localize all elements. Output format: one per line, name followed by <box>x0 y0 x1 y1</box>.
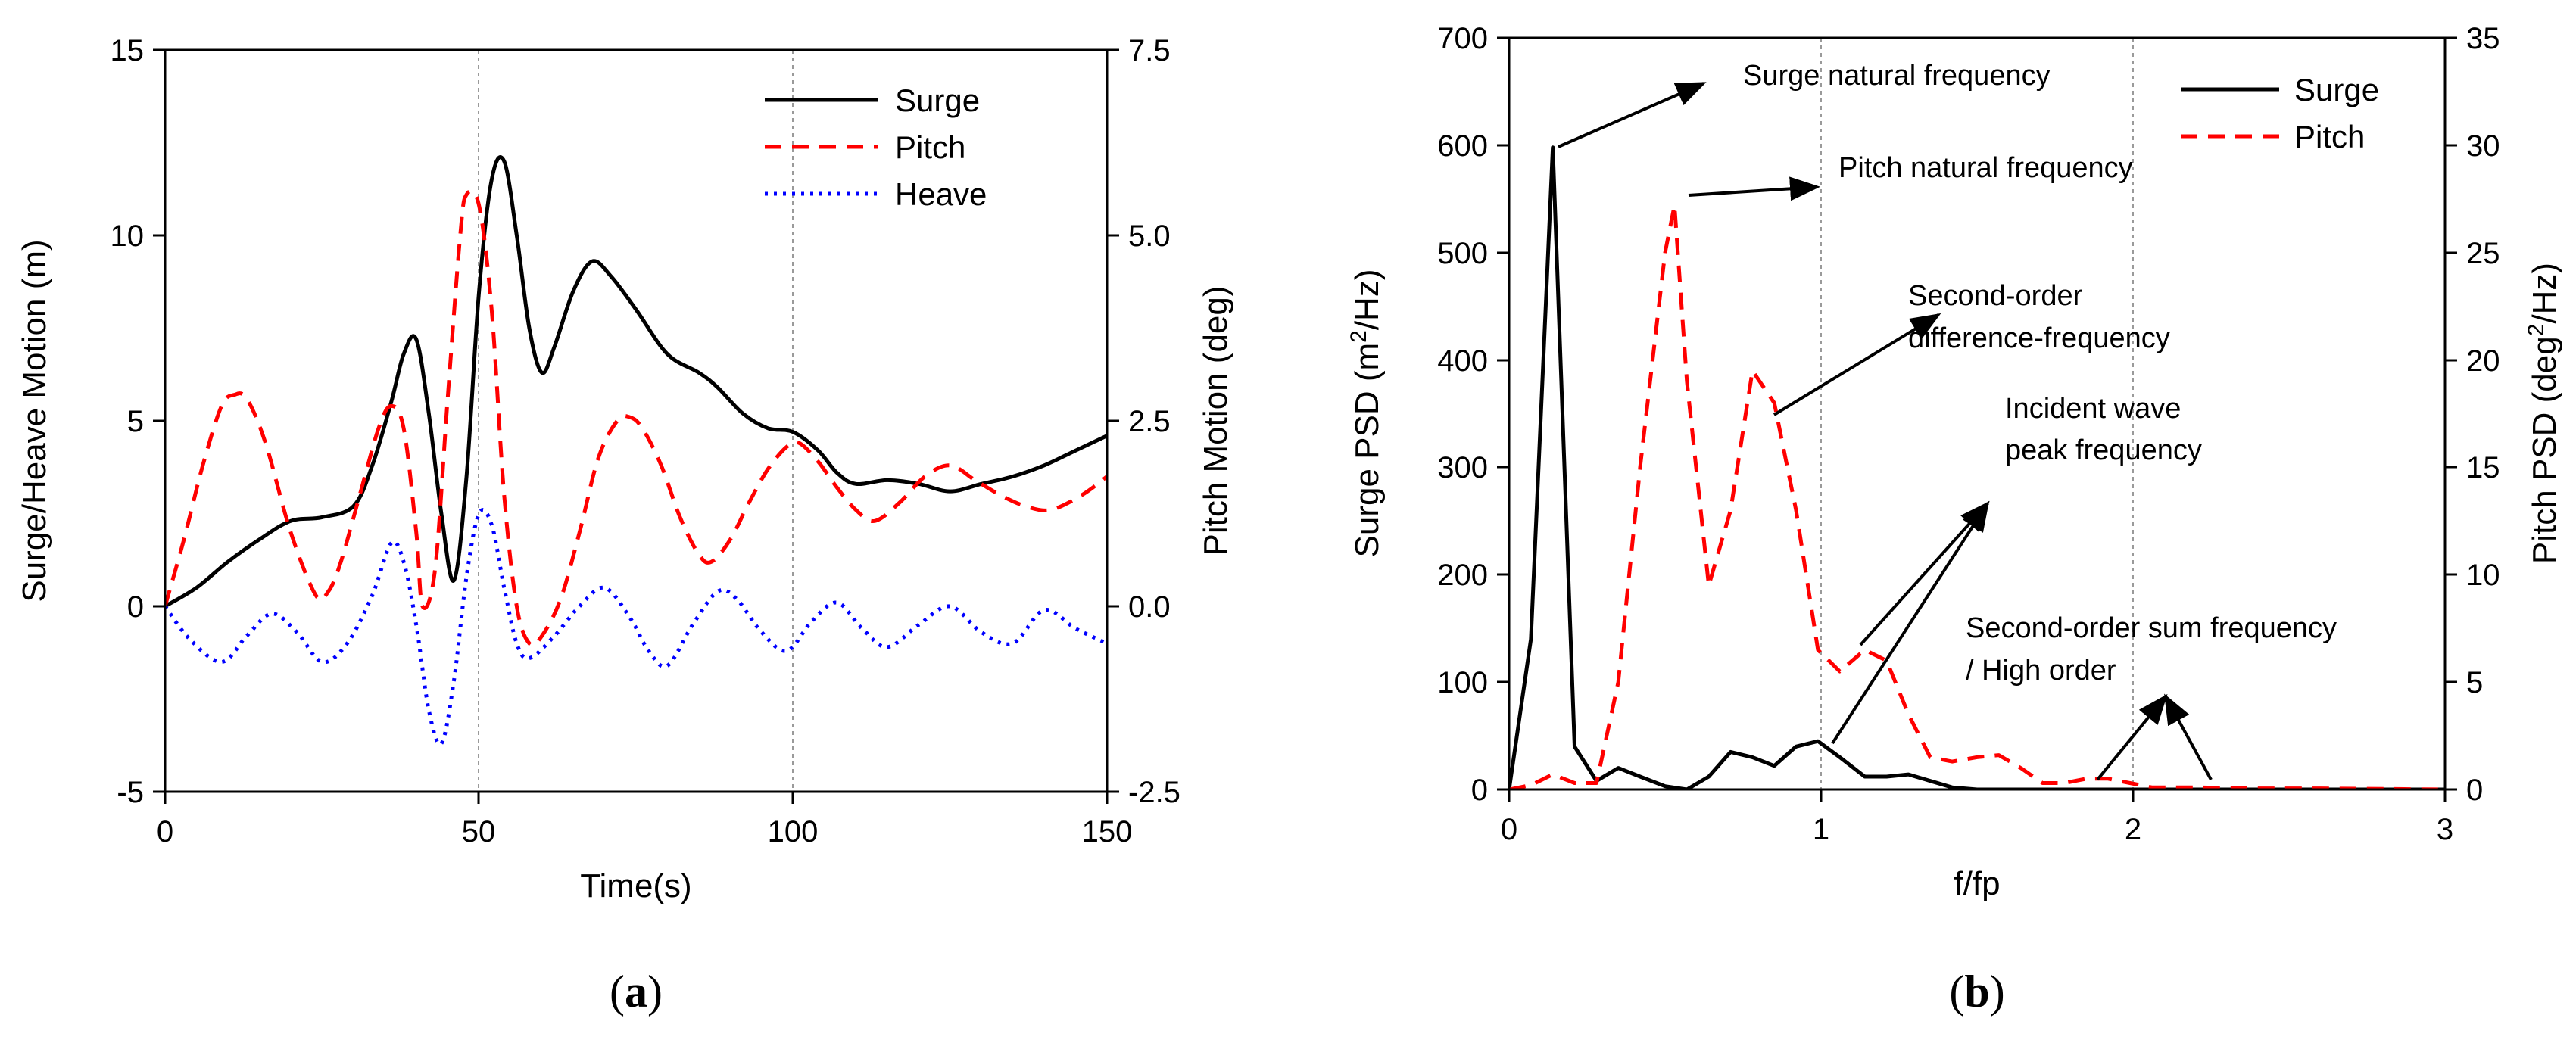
panel-b-series-surge <box>1509 145 2445 789</box>
panel-b-ytick-left: 0 <box>1471 774 1488 807</box>
legend-label-pitch: Pitch <box>2294 119 2365 154</box>
annotation-second-order-line1: Second-order <box>1908 280 2083 312</box>
panel-a-caption: (a) <box>610 967 663 1017</box>
panel-b-series-pitch <box>1509 203 2445 789</box>
panel-b-ytick-left: 700 <box>1437 22 1488 55</box>
annotation-incident-line2: peak frequency <box>2005 434 2202 466</box>
panel-b-ytick-right: 5 <box>2466 666 2483 699</box>
panel-b-xtick: 3 <box>2437 813 2453 846</box>
legend-label-surge: Surge <box>895 83 980 118</box>
annotation-sum-line1: Second-order sum frequency <box>1966 612 2337 644</box>
panel-b-ytick-right: 20 <box>2466 344 2500 378</box>
panel-b-ytick-left: 500 <box>1437 237 1488 270</box>
panel-a-ytick-right: -2.5 <box>1128 776 1180 809</box>
panel-a-ytick-left: -5 <box>117 776 144 809</box>
panel-b-ytick-left: 300 <box>1437 451 1488 484</box>
panel-a-xlabel: Time(s) <box>580 867 691 905</box>
panel-b-xtick: 1 <box>1813 813 1829 846</box>
panel-b-xtick: 2 <box>2125 813 2141 846</box>
panel-b-caption: (b) <box>1949 967 2004 1017</box>
panel-a-ytick-right: 2.5 <box>1128 405 1171 438</box>
panel-a-xtick: 0 <box>157 815 173 849</box>
panel-a-series-surge <box>165 155 1107 609</box>
panel-b-series <box>1509 145 2445 789</box>
panel-b-ytick-right: 15 <box>2466 451 2500 484</box>
panel-b-ytick-right: 35 <box>2466 22 2500 55</box>
arrow-second-order-diff <box>1773 313 1941 416</box>
panel-b-ytick-right: 25 <box>2466 237 2500 270</box>
panel-a-ytick-left: 5 <box>127 405 144 438</box>
panel-a-xtick: 50 <box>462 815 496 849</box>
panel-a-ylabel-right: Pitch Motion (deg) <box>1197 285 1234 556</box>
arrow-surge-natural <box>1558 82 1707 148</box>
panel-a-ytick-right: 0.0 <box>1128 590 1171 624</box>
annotation-incident-line1: Incident wave <box>2005 393 2181 425</box>
panel-a-ytick-left: 0 <box>127 590 144 624</box>
panel-a: 0 50 100 150 -5 0 5 10 15 -2.5 0.0 2.5 5… <box>16 34 1234 1017</box>
panel-a-ylabel-left: Surge/Heave Motion (m) <box>16 239 53 602</box>
panel-b-ytick-right: 0 <box>2466 774 2483 807</box>
panel-b-ytick-left: 600 <box>1437 129 1488 163</box>
panel-b-ytick-left: 400 <box>1437 344 1488 378</box>
panel-a-ytick-right: 5.0 <box>1128 220 1171 253</box>
panel-b-ylabel-left: Surge PSD (m2/Hz) <box>1346 269 1386 558</box>
panel-b-ytick-left: 200 <box>1437 559 1488 592</box>
panel-a-ytick-left: 15 <box>111 34 145 67</box>
panel-b: 0 1 2 3 0 100 200 300 400 500 600 700 0 … <box>1346 22 2563 1017</box>
panel-a-series-heave <box>165 508 1107 746</box>
annotation-second-order-line2: difference-frequency <box>1908 322 2170 354</box>
panel-b-ytick-right: 30 <box>2466 129 2500 163</box>
panel-a-series-pitch <box>165 188 1107 648</box>
panel-b-xlabel: f/fp <box>1954 865 2000 902</box>
panel-b-xtick: 0 <box>1501 813 1517 846</box>
panel-b-ticks <box>1497 36 2457 802</box>
panel-b-ytick-left: 100 <box>1437 666 1488 699</box>
panel-a-xtick: 100 <box>768 815 819 849</box>
panel-b-annotation-arrows <box>1558 82 2213 781</box>
annotation-surge-natural: Surge natural frequency <box>1743 60 2051 92</box>
panel-b-plot-frame <box>1508 36 2447 791</box>
panel-b-legend: Surge Pitch <box>2181 72 2379 154</box>
panel-b-ylabel-right: Pitch PSD (deg2/Hz) <box>2524 263 2563 564</box>
panel-a-ytick-right: 7.5 <box>1128 34 1171 67</box>
arrow-pitch-natural <box>1688 176 1820 201</box>
arrow-sum-frequency-2 <box>2164 693 2213 780</box>
arrow-sum-frequency-1 <box>2096 693 2168 781</box>
panel-b-ytick-right: 10 <box>2466 559 2500 592</box>
legend-label-heave: Heave <box>895 176 987 212</box>
panel-a-legend: Surge Pitch Heave <box>765 83 987 212</box>
panel-a-ticks <box>153 48 1119 804</box>
annotation-sum-line2: / High order <box>1966 655 2116 687</box>
arrow-incident-peak-2 <box>1831 500 1990 745</box>
panel-a-series <box>165 155 1107 746</box>
panel-a-ytick-left: 10 <box>111 220 145 253</box>
panel-a-xtick: 150 <box>1082 815 1133 849</box>
legend-label-surge: Surge <box>2294 72 2379 107</box>
annotation-pitch-natural: Pitch natural frequency <box>1838 152 2133 184</box>
legend-label-pitch: Pitch <box>895 129 965 165</box>
